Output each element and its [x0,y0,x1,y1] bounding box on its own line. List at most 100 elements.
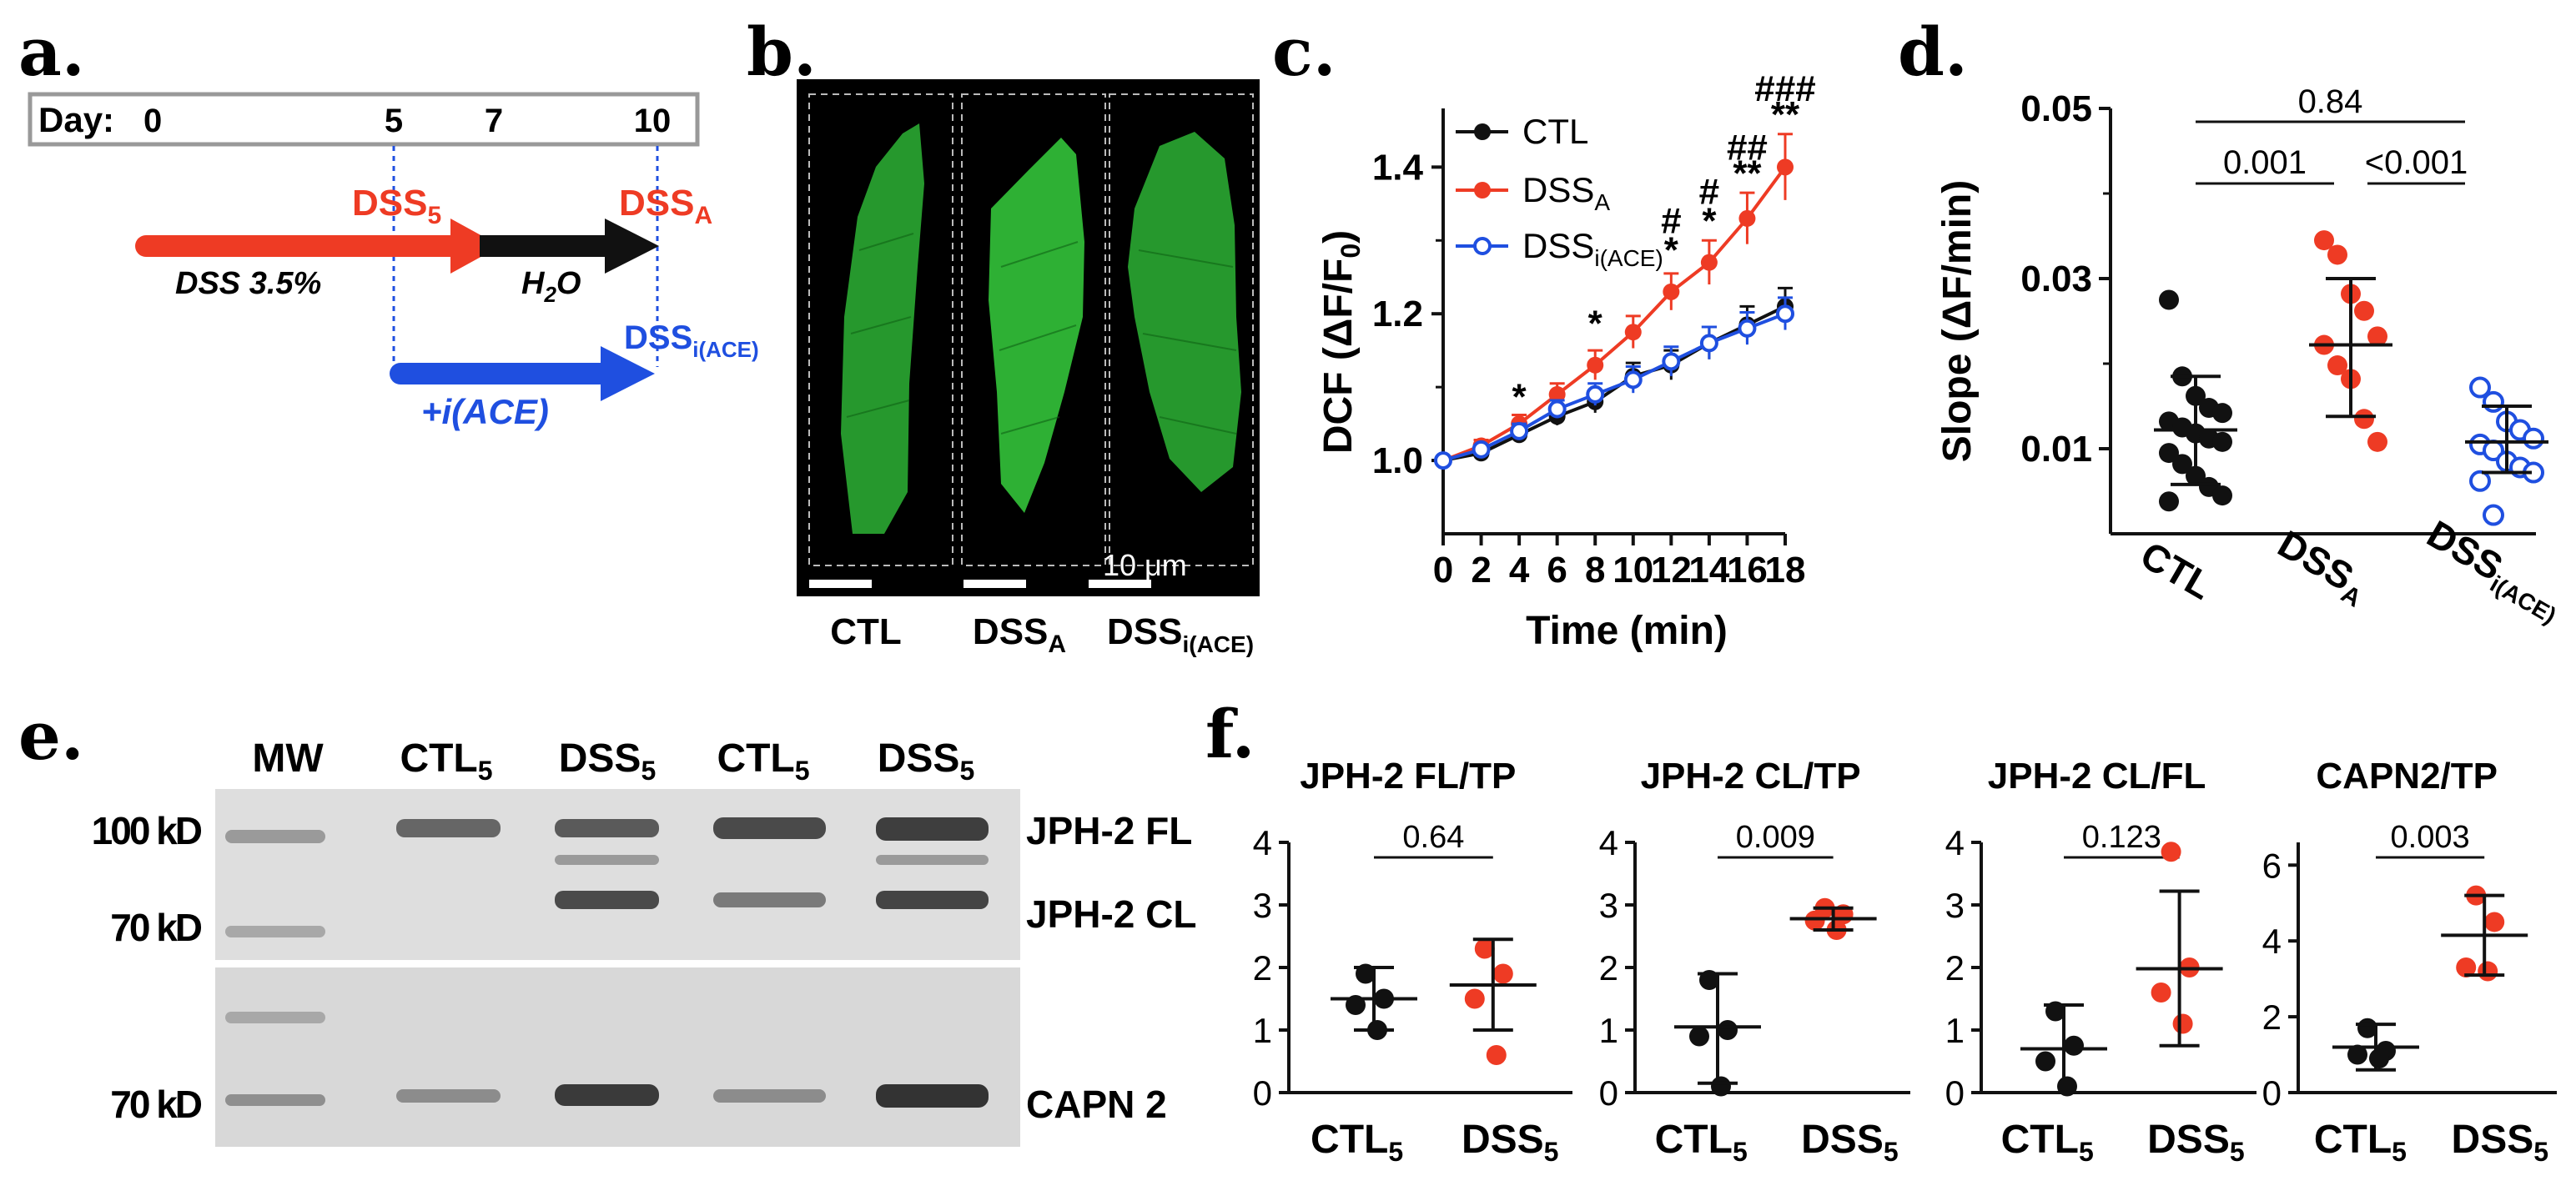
iace-arrow-head [601,346,655,401]
striation-texture [846,233,1237,435]
d-point [2159,443,2179,464]
c-point [1587,356,1604,374]
day-label: Day: [38,100,114,139]
panel-f-letter: f. [1205,695,1255,773]
mw-label-100: 100 kD [92,809,202,852]
f-point [2064,1035,2084,1056]
band-jph2fl-lane3 [555,819,659,837]
day-10: 10 [634,103,672,139]
legend-marker-dssi [1473,237,1492,255]
d-cat-ctl: CTL [2134,533,2220,608]
f-group-label: DSS5 [2147,1118,2245,1167]
d-p-value-left: 0.001 [2223,144,2307,181]
panel-c-letter: c. [1272,13,1336,91]
f-point [2172,1013,2193,1034]
f-y-tick-label: 1 [1253,1011,1272,1050]
f-point [2347,1044,2367,1065]
mw-band-100 [225,830,325,843]
legend-label-dssi: DSSi(ACE) [1522,226,1663,271]
d-p-value-right: <0.001 [2365,144,2468,181]
panel-b-letter: b. [747,13,817,91]
f-chart-title-1: JPH-2 FL/TP [1300,756,1516,797]
iace-text: +i(ACE) [421,392,549,431]
c-legend: CTL DSSA DSSi(ACE) [1456,112,1663,271]
band-capn2-lane3 [555,1084,659,1106]
panel-a: a. Day: 0 5 7 10 DSS5 DSSA DSSi(ACE) DSS… [18,13,759,431]
dss5-label: DSS5 [352,183,441,229]
c-significance-mark: # [1661,200,1681,241]
f-y-tick-label: 0 [1253,1073,1272,1113]
f-y-tick-label: 3 [1253,886,1272,925]
f-point [1492,963,1513,984]
day-5: 5 [385,103,403,139]
d-p-value-top: 0.84 [2298,83,2363,120]
f-group-label: CTL5 [1311,1118,1403,1167]
f-y-tick-label: 1 [1599,1011,1618,1050]
d-point [2159,289,2179,310]
cardiomyocyte-dssi [1128,132,1241,492]
c-significance-mark: * [1702,200,1717,241]
d-point [2483,390,2504,413]
day-timeline-box [28,92,700,147]
c-point [1434,451,1452,470]
panel-f: f. JPH-2 FL/TP 0 1 2 3 4 0.64 CTL5 DSS5 JPH-2 CL/… [1205,695,2557,1167]
f-y-tick-label: 4 [2262,922,2282,961]
f-group-label: CTL5 [2001,1118,2094,1167]
f-p-value: 0.64 [1402,820,1464,855]
c-x-tick-label: 2 [1471,550,1491,590]
c-x-tick-label: 0 [1433,550,1453,590]
band-capn2-lane2 [396,1089,501,1103]
dss-text: DSS 3.5% [175,266,321,301]
f-point [1474,938,1495,959]
c-point [1547,400,1567,419]
c-point [1548,385,1566,403]
panel-e: e. MW CTL5 DSS5 CTL5 DSS5 100 kD [18,696,1196,1147]
f-point [1718,1020,1738,1040]
lane-label-ctl5-1: CTL5 [400,736,492,786]
band-jph2fl-lane2 [396,819,501,837]
d-point [2314,230,2334,251]
f-p-value: 0.123 [2082,820,2161,855]
d-cat-dssi: DSSi(ACE) [2418,512,2572,629]
blot-jph2 [215,789,1020,960]
f-point [2151,982,2171,1003]
d-point [2327,244,2347,265]
blot-bands [225,817,989,1108]
c-x-tick-label: 4 [1509,550,1530,590]
f-y-tick-label: 0 [1945,1073,1965,1113]
f-y-tick-label: 4 [1945,823,1965,862]
plot-d: 0.01 0.03 0.05 0.84 0.001 <0.001 [2020,83,2548,535]
f-point [2478,961,2498,982]
legend-label-dssA: DSSA [1522,170,1610,215]
mw-label-70b: 70 kD [110,1083,202,1126]
f-y-tick-label: 2 [1945,948,1965,988]
f-y-tick-label: 2 [1253,948,1272,988]
c-y-tick-label: 1.2 [1372,294,1423,334]
plots-f: JPH-2 FL/TP 0 1 2 3 4 0.64 CTL5 DSS5 JPH-2 CL/TP 0… [1253,756,2557,1167]
band-jph2fl-lane4 [713,817,826,839]
f-group-label: DSS5 [1801,1118,1899,1167]
d-y-tick-label: 0.05 [2020,88,2092,129]
c-point [1623,370,1643,389]
panel-d: d. 0.01 0.03 0.05 0.84 0.001 <0.001 Slope (ΔF… [1898,13,2572,629]
cell-label-dssA: DSSA [973,611,1066,658]
d-point [2354,300,2374,321]
dss-arrow-head [450,219,501,274]
c-point [1586,384,1605,404]
f-group-label: CTL5 [2314,1118,2407,1167]
f-y-tick-label: 3 [1945,886,1965,925]
c-significance-mark: ## [1727,128,1768,168]
d-point [2483,504,2504,526]
mw-band-70b [225,1012,325,1023]
f-y-tick-label: 1 [1945,1011,1965,1050]
c-point [1699,334,1718,353]
d-y-tick-label: 0.03 [2020,259,2092,299]
f-y-tick-label: 2 [2262,998,2282,1037]
f-y-tick-label: 0 [2262,1073,2282,1113]
c-significance-mark: ### [1754,68,1815,109]
c-point [1663,283,1680,300]
f-y-tick-label: 2 [1599,948,1618,988]
cell-label-ctl: CTL [830,611,902,652]
c-point [1472,440,1491,459]
